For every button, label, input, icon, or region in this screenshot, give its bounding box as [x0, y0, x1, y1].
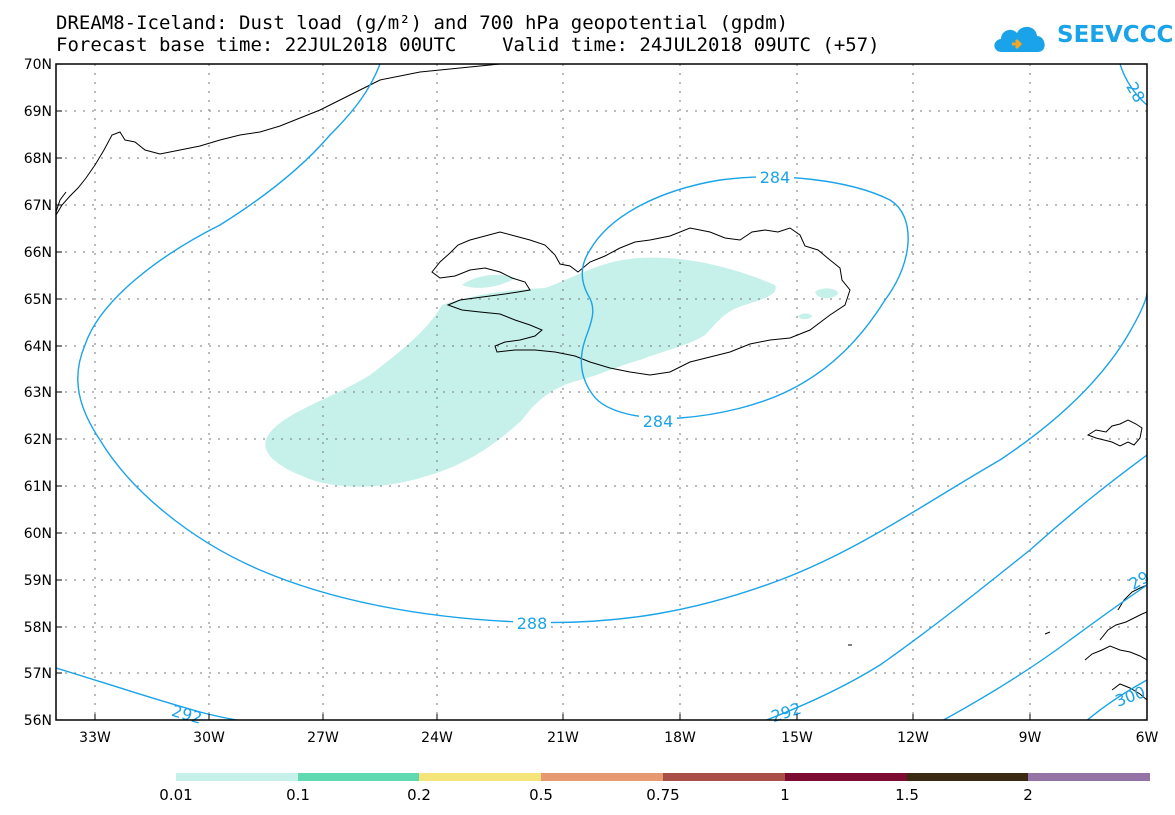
lat-label: 63N: [24, 385, 52, 401]
colorbar-segment: [298, 773, 419, 781]
lat-label: 56N: [24, 713, 52, 729]
contour-292-right: [764, 454, 1147, 720]
colorbar-label: 0.01: [159, 786, 193, 804]
lon-label: 27W: [307, 730, 339, 746]
colorbar-label: 2: [1023, 786, 1033, 804]
contour-label-284-top: 284: [760, 168, 791, 187]
colorbar-label: 0.5: [529, 786, 553, 804]
lat-label: 64N: [24, 339, 52, 355]
colorbar-segment: [907, 773, 1028, 781]
contour-label-292-right: 292: [769, 699, 804, 727]
contour-280: [1119, 64, 1147, 106]
map-subtitle: Forecast base time: 22JUL2018 00UTC Vali…: [56, 34, 880, 56]
contour-296: [942, 584, 1147, 720]
contour-300: [1086, 679, 1147, 720]
colorbar-label: 0.75: [646, 786, 680, 804]
colorbar-segment: [541, 773, 663, 781]
seevccc-logo: SEEVCCC: [1057, 22, 1174, 48]
colorbar-segment: [663, 773, 785, 781]
lon-label: 24W: [421, 730, 453, 746]
lat-label: 65N: [24, 292, 52, 308]
colorbar-label: 1: [780, 786, 790, 804]
contour-292: [56, 667, 241, 720]
lat-label: 58N: [24, 620, 52, 636]
cloud-icon: [994, 26, 1045, 52]
lon-label: 15W: [781, 730, 813, 746]
lon-label: 30W: [193, 730, 225, 746]
contour-label-284-bottom: 284: [643, 412, 674, 431]
colorbar-segment: [176, 773, 298, 781]
lat-label: 69N: [24, 104, 52, 120]
lat-label: 59N: [24, 573, 52, 589]
contour-label-300-edge: 300: [1113, 682, 1148, 710]
contour-label-29-edge: 29: [1126, 567, 1153, 594]
lat-label: 57N: [24, 666, 52, 682]
lon-label: 18W: [664, 730, 696, 746]
contour-label-292-left: 292: [170, 701, 205, 728]
lat-label: 70N: [24, 57, 52, 73]
lat-label: 66N: [24, 245, 52, 261]
contour-288: [77, 64, 1147, 624]
contour-label-28-edge: 28: [1122, 79, 1149, 106]
colorbar-segment: [1028, 773, 1150, 781]
lon-label: 12W: [897, 730, 929, 746]
colorbar-segment: [419, 773, 541, 781]
colorbar-label: 1.5: [895, 786, 919, 804]
lon-label: 6W: [1136, 730, 1159, 746]
lat-label: 67N: [24, 198, 52, 214]
grid-lines: [56, 64, 1147, 720]
lat-label: 62N: [24, 432, 52, 448]
lat-label: 60N: [24, 526, 52, 542]
dust-load-area: [265, 257, 838, 487]
map-title: DREAM8-Iceland: Dust load (g/m²) and 700…: [56, 12, 789, 34]
lon-label: 33W: [79, 730, 111, 746]
geopotential-contours: [56, 64, 1147, 720]
lat-label: 68N: [24, 151, 52, 167]
contour-label-288: 288: [517, 614, 548, 633]
lon-label: 9W: [1019, 730, 1042, 746]
lat-label: 61N: [24, 479, 52, 495]
coastlines: [56, 64, 1147, 701]
colorbar-segment: [785, 773, 907, 781]
lon-label: 21W: [547, 730, 579, 746]
colorbar-label: 0.1: [286, 786, 310, 804]
colorbar-label: 0.2: [407, 786, 431, 804]
